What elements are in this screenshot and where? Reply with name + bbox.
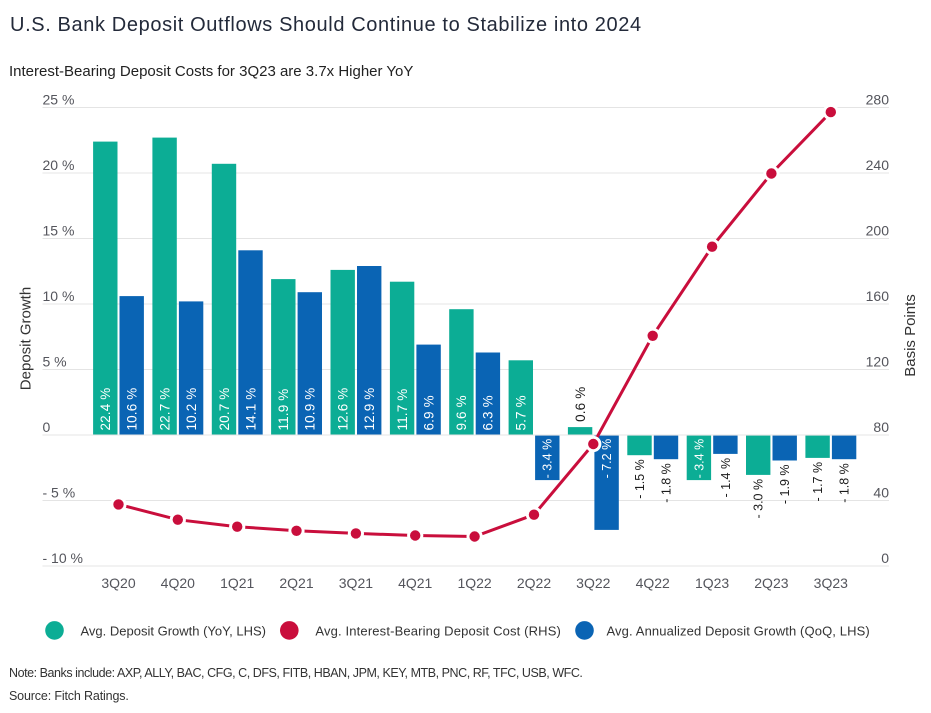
svg-text:2Q23: 2Q23 [754,575,788,591]
svg-text:20.7 %: 20.7 % [217,388,232,431]
svg-text:6.3 %: 6.3 % [481,395,496,430]
svg-text:2Q21: 2Q21 [279,575,313,591]
svg-text:Avg. Deposit Growth (YoY, LHS): Avg. Deposit Growth (YoY, LHS) [81,623,266,638]
svg-text:3Q23: 3Q23 [814,575,848,591]
svg-text:4Q22: 4Q22 [636,575,670,591]
svg-text:0: 0 [881,550,889,566]
svg-text:Deposit Growth: Deposit Growth [18,287,35,390]
svg-text:3Q21: 3Q21 [339,575,373,591]
svg-text:2Q22: 2Q22 [517,575,551,591]
svg-text:- 1.9 %: - 1.9 % [778,465,792,505]
svg-text:10.6 %: 10.6 % [125,388,140,431]
svg-text:200: 200 [866,223,890,239]
svg-text:1Q21: 1Q21 [220,575,254,591]
svg-text:11.7 %: 11.7 % [395,389,410,431]
svg-text:9.6 %: 9.6 % [454,395,469,430]
svg-text:Basis Points: Basis Points [902,294,919,377]
svg-text:240: 240 [866,157,890,173]
svg-text:Avg. Interest-Bearing Deposit: Avg. Interest-Bearing Deposit Cost (RHS) [315,623,561,638]
svg-text:12.6 %: 12.6 % [336,388,351,431]
svg-text:- 3.4 %: - 3.4 % [692,439,706,479]
svg-text:280: 280 [866,92,890,108]
svg-text:3Q22: 3Q22 [576,575,610,591]
svg-text:Avg. Annualized Deposit Growth: Avg. Annualized Deposit Growth (QoQ, LHS… [607,623,870,638]
svg-text:15 %: 15 % [43,223,75,239]
svg-text:- 10 %: - 10 % [43,550,83,566]
svg-text:10.2 %: 10.2 % [184,388,199,431]
svg-text:- 7.2 %: - 7.2 % [600,439,614,479]
svg-text:0: 0 [43,419,51,435]
svg-text:40: 40 [873,485,889,501]
svg-text:12.9 %: 12.9 % [362,388,377,431]
svg-text:- 3.4 %: - 3.4 % [541,439,555,479]
svg-text:4Q21: 4Q21 [398,575,432,591]
svg-text:- 5 %: - 5 % [43,485,76,501]
svg-text:- 1.5 %: - 1.5 % [633,459,647,499]
svg-text:160: 160 [866,288,890,304]
svg-text:25 %: 25 % [43,92,75,108]
svg-text:1Q22: 1Q22 [457,575,491,591]
svg-text:- 1.8 %: - 1.8 % [660,463,674,503]
svg-text:1Q23: 1Q23 [695,575,729,591]
svg-text:4Q20: 4Q20 [161,575,195,591]
svg-text:- 1.4 %: - 1.4 % [719,458,733,498]
svg-text:0.6 %: 0.6 % [573,387,588,422]
svg-text:3Q20: 3Q20 [101,575,135,591]
svg-text:22.4 %: 22.4 % [98,388,113,431]
svg-text:5 %: 5 % [43,354,67,370]
svg-text:80: 80 [873,419,889,435]
svg-text:- 1.7 %: - 1.7 % [811,462,825,502]
svg-text:20 %: 20 % [43,157,75,173]
svg-text:10 %: 10 % [43,288,75,304]
svg-text:6.9 %: 6.9 % [421,395,436,430]
svg-text:- 3.0 %: - 3.0 % [752,479,766,519]
svg-text:10.9 %: 10.9 % [303,388,318,431]
svg-text:120: 120 [866,354,890,370]
svg-text:22.7 %: 22.7 % [157,388,172,431]
svg-text:14.1 %: 14.1 % [243,388,258,431]
svg-text:11.9 %: 11.9 % [276,389,291,431]
svg-text:5.7 %: 5.7 % [514,395,529,430]
svg-text:- 1.8 %: - 1.8 % [838,463,852,503]
